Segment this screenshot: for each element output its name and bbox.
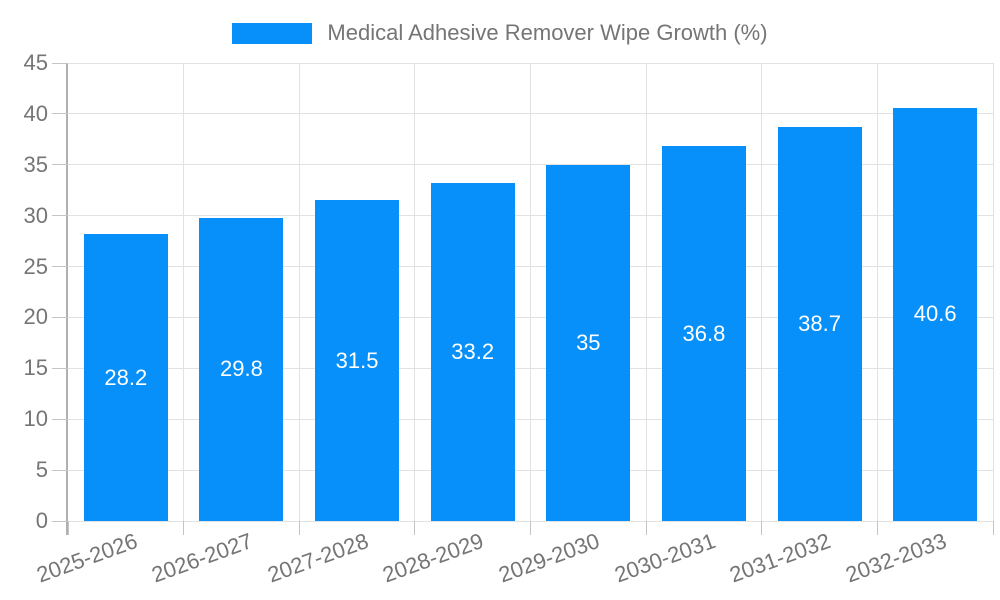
x-axis-label: 2026-2027 [148,528,256,588]
y-axis-tick [52,62,68,64]
gridline-vertical [876,63,878,521]
bar-value-label: 40.6 [913,301,957,327]
x-axis-tick [67,521,69,535]
y-axis-label: 15 [23,355,48,381]
bar[interactable]: 36.8 [661,146,746,521]
x-axis-tick [414,521,416,535]
x-axis-label: 2027-2028 [264,528,372,588]
y-axis-label: 45 [23,50,48,75]
x-axis-tick [992,521,994,535]
x-axis-tick [530,521,531,535]
y-axis-label: 20 [23,304,48,330]
bar[interactable]: 40.6 [893,107,978,521]
bar[interactable]: 31.5 [315,200,400,521]
y-axis-tick [52,113,68,115]
legend-swatch [232,22,313,44]
legend-label: Medical Adhesive Remover Wipe Growth (%) [327,20,768,45]
gridline-vertical [761,63,763,521]
bar-value-label: 33.2 [451,339,495,365]
plot-area: 28.2 29.8 31.5 33.2 35 36.8 38.7 40.6 [52,62,994,535]
y-axis-label: 30 [23,202,48,228]
x-axis-label: 2025-2026 [32,528,141,588]
gridline-vertical [645,63,647,521]
bar-value-label: 35 [576,329,601,355]
gridline-vertical [298,63,300,521]
y-axis-tick [52,266,68,268]
x-axis-tick [876,521,878,535]
bar[interactable]: 33.2 [430,183,515,521]
y-axis-tick [52,418,68,420]
bar[interactable]: 35 [546,164,631,521]
y-axis-labels: 0 5 10 15 20 25 30 35 40 45 [0,50,48,533]
gridline-vertical [992,63,994,521]
y-axis-tick [52,520,68,522]
chart-legend[interactable]: Medical Adhesive Remover Wipe Growth (%) [0,20,1000,46]
bar-value-label: 29.8 [220,356,263,382]
y-axis-label: 40 [23,100,48,126]
y-axis-tick [52,469,68,471]
gridline-vertical [183,63,185,521]
y-axis-tick [52,316,68,318]
gridline-vertical [414,63,416,521]
x-axis-label: 2031-2032 [726,528,835,588]
y-axis-tick [52,164,68,166]
x-axis-tick [298,521,300,535]
y-axis-label: 10 [23,406,48,432]
y-axis-label: 25 [23,253,48,279]
x-axis-tick [761,521,763,535]
x-axis-label: 2032-2033 [842,528,950,588]
x-axis-tick [645,521,647,535]
y-axis-tick [52,215,68,217]
gridline-vertical [530,63,531,521]
bar-value-label: 31.5 [335,347,379,373]
bar-value-label: 28.2 [104,364,148,390]
x-axis-label: 2029-2030 [495,528,603,588]
bar[interactable]: 29.8 [199,217,284,521]
y-axis-tick [52,367,68,369]
y-axis-label: 5 [35,457,48,483]
bar-value-label: 38.7 [798,311,841,337]
x-axis-tick [183,521,185,535]
bar-value-label: 36.8 [682,320,726,346]
bar[interactable]: 38.7 [777,127,862,521]
y-axis-line [66,63,68,535]
x-axis-label: 2028-2029 [379,528,488,588]
bar[interactable]: 28.2 [83,234,168,521]
y-axis-label: 0 [35,508,48,533]
y-axis-label: 35 [23,151,48,177]
x-axis-label: 2030-2031 [611,528,719,588]
